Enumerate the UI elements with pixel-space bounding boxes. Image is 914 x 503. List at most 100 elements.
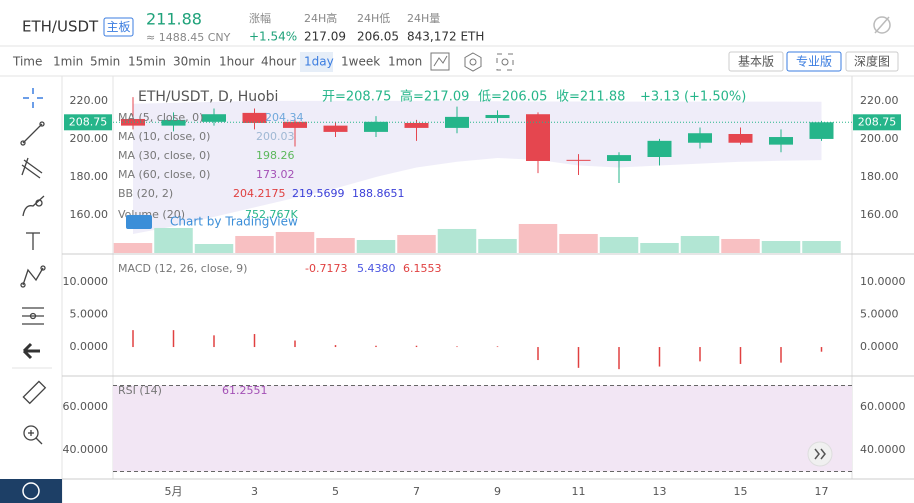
stat-value: 206.05 [357, 30, 399, 44]
symbol: ETH/USDT [22, 18, 99, 36]
y-tick-label-right: 0.0000 [860, 340, 899, 353]
y-tick-label-left: 0.0000 [70, 340, 109, 353]
candle-body [283, 121, 307, 128]
interval-button[interactable]: 1hour [219, 55, 254, 69]
stat-value: +1.54% [249, 30, 297, 44]
volume-bar [437, 228, 477, 253]
screenshot-icon[interactable] [496, 53, 514, 71]
ruler-tool[interactable] [22, 380, 47, 405]
scroll-right-button [814, 448, 826, 460]
legend-value: 6.1553 [403, 262, 442, 275]
version-button[interactable] [728, 51, 784, 72]
y-tick-label-left: 40.0000 [63, 443, 109, 456]
candle-body [728, 133, 753, 143]
interval-button[interactable]: 1day [304, 55, 334, 69]
y-tick-label-left: 180.00 [70, 170, 109, 183]
candle-body [404, 122, 429, 128]
indicators-icon[interactable] [464, 52, 482, 72]
volume-bar [316, 237, 355, 253]
legend-value: 200.03 [256, 130, 295, 143]
scroll-right-button[interactable] [807, 441, 833, 467]
ohlc-legend: 低=206.05 [478, 90, 547, 105]
toolbar-label: Time [12, 55, 42, 69]
stat-value: 843,172 ETH [407, 30, 484, 44]
tv-logo [126, 215, 152, 229]
volume-bar [275, 231, 315, 253]
volume-bar [356, 239, 396, 253]
legend-value: 204.34 [265, 111, 304, 124]
legend-name: MA (30, close, 0) [118, 149, 210, 162]
credit: Chart by TradingView [170, 215, 298, 229]
legend-name: BB (20, 2) [118, 187, 173, 200]
settings-icon [874, 16, 890, 34]
interval-button[interactable]: 1week [341, 55, 380, 69]
volume-bar [680, 235, 720, 253]
legend-value: 188.8651 [352, 187, 405, 200]
interval-button[interactable]: 5min [90, 55, 120, 69]
interval-button[interactable]: 1mon [388, 55, 422, 69]
screenshot-icon [501, 58, 509, 66]
version-label: 深度图 [854, 54, 890, 69]
cny-price: ≈ 1488.45 CNY [146, 31, 231, 44]
interval-button[interactable]: 15min [128, 55, 166, 69]
volume-bar [235, 235, 274, 253]
candle-body [607, 155, 631, 161]
settings-icon[interactable] [873, 16, 891, 34]
ohlc-legend: +3.13 (+1.50%) [640, 90, 746, 105]
ohlc-legend: 开=208.75 [322, 90, 391, 105]
candle-body [323, 125, 348, 132]
candle-body [688, 133, 712, 143]
x-tick-label: 5 [332, 485, 339, 498]
plot-layer: 160.00 160.00 180.00 180.00 200.00 200.00 220.… [63, 89, 906, 499]
crosshair-tool[interactable] [23, 88, 43, 108]
y-tick-label-right: 220.00 [860, 94, 899, 107]
interval-button[interactable]: 1min [53, 55, 83, 69]
chart-type-icon [433, 55, 448, 67]
interval-button[interactable]: 30min [173, 55, 211, 69]
volume-bar [518, 223, 558, 253]
stat-label: 24H高 [304, 11, 337, 25]
legend-value: 204.2175 [233, 187, 286, 200]
y-tick-label-left: 220.00 [70, 94, 109, 107]
candle-body [809, 122, 834, 139]
last-price-label: 208.75 [69, 115, 108, 128]
y-tick-label-right: 60.0000 [860, 400, 906, 413]
y-tick-label-left: 10.0000 [63, 275, 109, 288]
legend-value: 752.767K [245, 208, 298, 221]
band-fill [133, 100, 822, 234]
volume-bar [113, 242, 153, 253]
ohlc-legend: 高=217.09 [400, 89, 469, 105]
version-button[interactable] [786, 51, 842, 72]
legend-value: 173.02 [256, 168, 295, 181]
volume-bar [640, 242, 679, 253]
y-tick-label-right: 40.0000 [860, 443, 906, 456]
brush-tool[interactable] [22, 195, 45, 217]
prediction-tool[interactable] [22, 307, 44, 325]
fib-tool[interactable] [21, 157, 43, 179]
indicators-icon [469, 58, 477, 66]
trendline-tool[interactable] [20, 121, 45, 146]
candle-body [242, 112, 267, 123]
rsi-band [113, 385, 852, 472]
volume-bar [802, 240, 841, 253]
text-tool[interactable] [26, 232, 40, 250]
x-tick-label: 13 [653, 485, 667, 498]
last-price: 211.88 [146, 10, 202, 29]
version-button[interactable] [845, 51, 899, 72]
interval-button[interactable]: 4hour [261, 55, 296, 69]
back-tool[interactable] [22, 342, 40, 360]
pattern-tool[interactable] [20, 265, 46, 288]
x-tick-label: 7 [413, 485, 420, 498]
last-price-label: 208.75 [858, 115, 897, 128]
candle-body [202, 114, 226, 122]
chart-type-icon[interactable] [430, 52, 450, 71]
zoom-tool[interactable] [23, 425, 43, 445]
legend-value: 61.2551 [222, 384, 268, 397]
y-tick-label-right: 200.00 [860, 132, 899, 145]
volume-bar [154, 227, 193, 253]
stat-label: 24H量 [407, 12, 440, 25]
volume-bar [559, 233, 598, 253]
candle-body [364, 121, 388, 132]
legend-value: 198.26 [256, 149, 295, 162]
legend-name: MA (10, close, 0) [118, 130, 210, 143]
